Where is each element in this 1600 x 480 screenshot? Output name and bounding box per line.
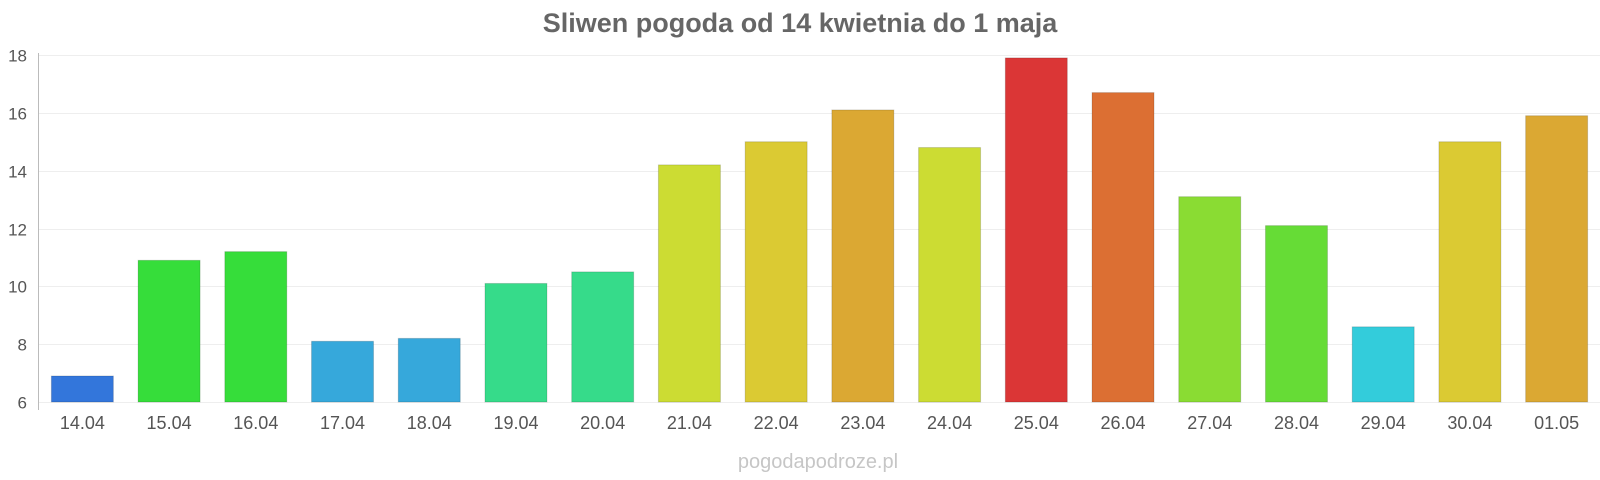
- bar-20.04: [571, 271, 635, 403]
- x-tick-label: 01.05: [1534, 413, 1579, 433]
- x-tick-label: 29.04: [1361, 413, 1406, 433]
- x-tick-label: 25.04: [1014, 413, 1059, 433]
- x-tick-label: 15.04: [147, 413, 192, 433]
- x-tick-label: 22.04: [754, 413, 799, 433]
- bar-30.04: [1438, 141, 1502, 403]
- x-tick-label: 19.04: [493, 413, 538, 433]
- bar-29.04: [1351, 326, 1415, 403]
- bars: [50, 57, 1589, 403]
- x-tick-label: 26.04: [1101, 413, 1146, 433]
- bar-19.04: [484, 282, 548, 403]
- bar-18.04: [397, 337, 461, 403]
- x-tick-label: 30.04: [1447, 413, 1492, 433]
- y-tick-label: 16: [8, 105, 27, 124]
- bar-15.04: [137, 259, 201, 403]
- bar-17.04: [311, 340, 375, 403]
- x-tick-label: 16.04: [233, 413, 278, 433]
- bar-01.05: [1525, 115, 1589, 403]
- x-tick-label: 28.04: [1274, 413, 1319, 433]
- x-tick-label: 14.04: [60, 413, 105, 433]
- bar-22.04: [744, 141, 808, 403]
- x-tick-label: 17.04: [320, 413, 365, 433]
- bar-24.04: [918, 147, 982, 403]
- watermark-footer: pogodapodroze.pl: [738, 451, 898, 473]
- y-tick-label: 12: [8, 221, 27, 240]
- bar-25.04: [1004, 57, 1068, 403]
- x-tick-label: 23.04: [840, 413, 885, 433]
- bar-14.04: [50, 375, 114, 403]
- x-tick-label: 21.04: [667, 413, 712, 433]
- x-tick-label: 20.04: [580, 413, 625, 433]
- y-tick-label: 10: [8, 278, 27, 297]
- bar-26.04: [1091, 92, 1155, 403]
- bar-23.04: [831, 109, 895, 403]
- y-tick-label: 14: [8, 163, 27, 182]
- chart-title: Sliwen pogoda od 14 kwietnia do 1 maja: [543, 8, 1059, 38]
- x-tick-label: 27.04: [1187, 413, 1232, 433]
- x-tick-label: 18.04: [407, 413, 452, 433]
- x-axis-ticks: 14.04 15.04 16.04 17.04 18.04 19.04 20.04 21.04…: [60, 413, 1579, 433]
- y-axis-ticks: 6 8 10 12 14 16 18: [8, 47, 27, 413]
- bar-16.04: [224, 251, 288, 403]
- bar-28.04: [1264, 225, 1328, 403]
- y-tick-label: 8: [18, 336, 27, 355]
- x-tick-label: 24.04: [927, 413, 972, 433]
- y-tick-label: 6: [18, 394, 27, 413]
- bar-27.04: [1178, 196, 1242, 403]
- bar-21.04: [657, 164, 721, 403]
- gridlines: [39, 55, 1600, 403]
- y-tick-label: 18: [8, 47, 27, 66]
